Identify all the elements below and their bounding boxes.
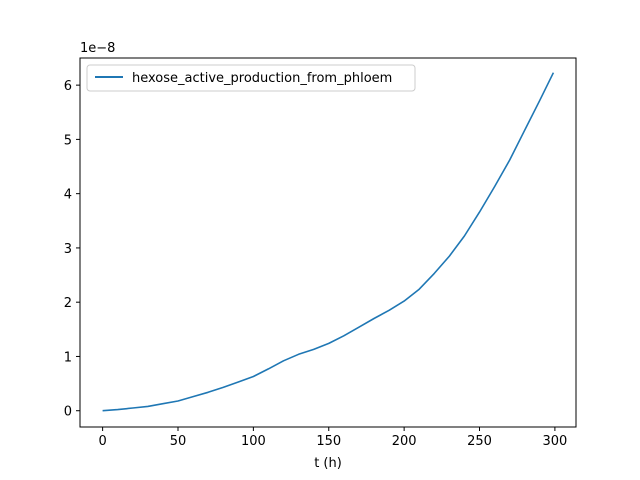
x-tick-label: 0 (98, 434, 106, 449)
x-tick-label: 50 (170, 434, 187, 449)
legend: hexose_active_production_from_phloem (86, 64, 416, 92)
series-lines (102, 72, 555, 412)
x-tick-label: 250 (467, 434, 492, 449)
plot-frame (79, 57, 577, 428)
plot-area (80, 58, 576, 427)
x-tick-label: 200 (392, 434, 417, 449)
y-tick-label: 6 (64, 79, 72, 94)
axis-ticks: 0 50 100 150 200 250 300 0 1 2 3 4 5 6 (64, 79, 568, 449)
legend-label: hexose_active_production_from_phloem (132, 71, 392, 86)
y-offset-label: 1e−8 (80, 41, 115, 56)
series-line (102, 72, 555, 412)
legend-box (86, 64, 416, 92)
y-tick-label: 5 (64, 133, 72, 148)
y-tick-label: 0 (64, 405, 72, 420)
x-axis-label: t (h) (314, 456, 342, 471)
y-tick-label: 1 (64, 350, 72, 365)
y-tick-label: 2 (64, 296, 72, 311)
y-tick-label: 3 (64, 242, 72, 257)
y-tick-label: 4 (64, 188, 72, 203)
x-tick-label: 100 (241, 434, 266, 449)
x-tick-label: 150 (316, 434, 341, 449)
x-tick-label: 300 (542, 434, 567, 449)
